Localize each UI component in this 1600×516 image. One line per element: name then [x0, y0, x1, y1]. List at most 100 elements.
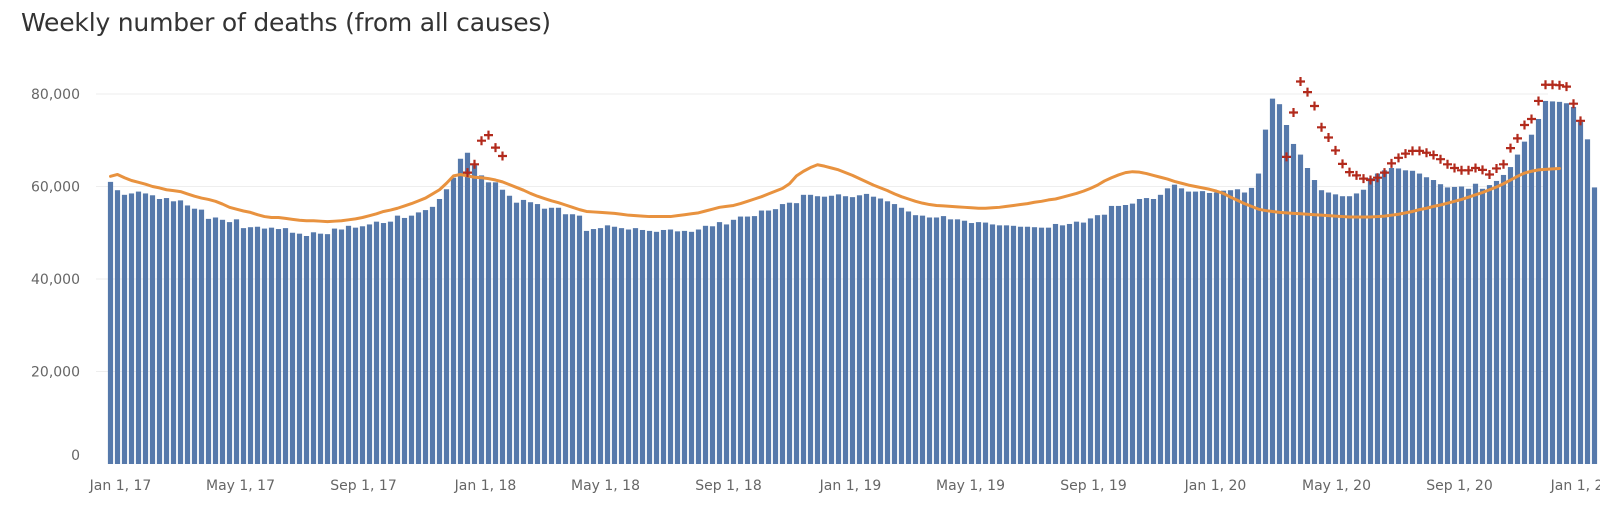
bar — [198, 209, 205, 465]
bar — [1388, 168, 1395, 464]
bar — [604, 225, 611, 464]
bar — [205, 218, 212, 465]
bar — [1227, 190, 1234, 464]
data-point — [1317, 122, 1326, 132]
data-point — [1562, 82, 1571, 92]
bar — [667, 229, 674, 464]
bar — [1563, 103, 1570, 464]
bar — [541, 208, 548, 464]
bar — [401, 217, 408, 464]
bar — [877, 198, 884, 464]
data-point — [1282, 152, 1291, 162]
bar — [807, 194, 814, 464]
bar — [856, 195, 863, 465]
bar — [828, 195, 835, 464]
bar — [716, 222, 723, 464]
bar — [1549, 101, 1556, 465]
bar — [1248, 187, 1255, 464]
bar — [1038, 227, 1045, 464]
bar — [1234, 189, 1241, 464]
bar — [870, 196, 877, 464]
bar — [331, 228, 338, 464]
bar — [464, 152, 471, 465]
x-tick-label: Jan 1, 21 — [1550, 478, 1600, 494]
y-tick-label: 60,000 — [31, 180, 80, 196]
bar — [1094, 215, 1101, 464]
data-point — [1338, 159, 1347, 169]
data-point — [477, 136, 486, 146]
bar — [1577, 121, 1584, 464]
bar — [1458, 186, 1465, 464]
x-tick-label: Jan 1, 17 — [89, 478, 152, 494]
bar — [1199, 191, 1206, 465]
bar — [1486, 185, 1493, 465]
bar — [1213, 192, 1220, 464]
bar — [1339, 196, 1346, 464]
bar — [128, 193, 135, 464]
bar — [800, 194, 807, 464]
bar — [1087, 218, 1094, 464]
bar — [933, 217, 940, 464]
bar — [534, 204, 541, 464]
data-point — [498, 151, 507, 161]
bar — [1346, 196, 1353, 464]
bar — [989, 224, 996, 464]
bar — [954, 219, 961, 464]
bar — [744, 216, 751, 464]
bar — [695, 229, 702, 464]
bar — [499, 189, 506, 465]
data-point — [1527, 114, 1536, 124]
bar — [1269, 98, 1276, 465]
bar — [219, 219, 226, 464]
data-point — [1429, 150, 1438, 160]
bar — [1444, 187, 1451, 465]
bar — [1171, 184, 1178, 464]
x-tick-label: May 1, 17 — [206, 478, 275, 494]
bar — [793, 203, 800, 464]
bar — [184, 205, 191, 464]
bar — [1164, 188, 1171, 464]
bar — [457, 158, 464, 464]
bar — [268, 227, 275, 464]
bar — [737, 216, 744, 464]
bar — [1500, 174, 1507, 464]
bar — [919, 215, 926, 464]
bar — [1150, 198, 1157, 465]
bar — [1059, 225, 1066, 464]
bar — [485, 182, 492, 464]
bar — [611, 226, 618, 464]
bar — [1066, 223, 1073, 464]
bar — [1255, 173, 1262, 465]
bar — [1451, 186, 1458, 464]
bar — [1332, 194, 1339, 465]
data-point — [1506, 143, 1515, 153]
bar — [1409, 170, 1416, 464]
data-point — [1569, 99, 1578, 109]
bar — [1192, 191, 1199, 464]
x-tick-label: Sep 1, 18 — [695, 478, 761, 494]
bar — [1017, 226, 1024, 464]
bar — [443, 189, 450, 464]
y-tick-label: 40,000 — [31, 272, 80, 288]
data-point — [1373, 173, 1382, 183]
bar — [261, 228, 268, 464]
bar — [1374, 173, 1381, 465]
bar — [660, 229, 667, 464]
data-point — [1401, 149, 1410, 159]
data-point — [1324, 132, 1333, 142]
data-point — [1464, 165, 1473, 175]
bar — [394, 215, 401, 464]
bar — [1395, 168, 1402, 464]
data-point — [1345, 167, 1354, 177]
bar — [513, 202, 520, 464]
bar — [324, 234, 331, 464]
bar — [338, 229, 345, 464]
bar — [1010, 225, 1017, 464]
bar — [1297, 154, 1304, 464]
bar — [1367, 178, 1374, 464]
bar — [1570, 106, 1577, 464]
data-point — [1380, 168, 1389, 178]
bar — [926, 217, 933, 464]
bar — [1325, 192, 1332, 464]
